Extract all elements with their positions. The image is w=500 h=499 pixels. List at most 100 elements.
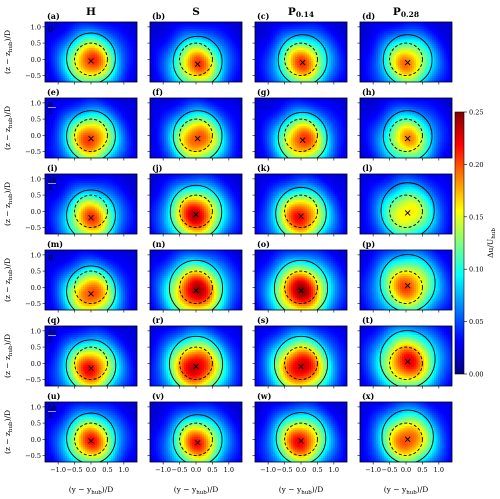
heatmap-cell (228, 22, 231, 25)
heatmap-cell (67, 58, 70, 61)
heatmap-cell (368, 28, 371, 31)
heatmap-cell (412, 45, 415, 49)
heatmap-cell (404, 67, 407, 70)
heatmap-cell (57, 77, 60, 81)
heatmap-cell (214, 64, 217, 68)
heatmap-cell (85, 49, 88, 53)
heatmap-cell (307, 49, 310, 53)
heatmap-cell (97, 41, 100, 44)
heatmap-cell (150, 41, 153, 44)
heatmap-cell (297, 58, 300, 61)
heatmap-cell (218, 64, 221, 68)
heatmap-cell (131, 32, 134, 36)
heatmap-cell (220, 24, 223, 27)
heatmap-cell (184, 37, 187, 40)
heatmap-cell (172, 37, 175, 40)
heatmap-cell (49, 24, 52, 27)
heatmap-cell (222, 43, 225, 46)
heatmap-cell (368, 47, 371, 51)
heatmap-cell (267, 24, 270, 27)
heatmap-cell (202, 75, 205, 79)
heatmap-cell (232, 79, 235, 82)
heatmap-cell (75, 49, 78, 53)
heatmap-cell (426, 22, 429, 25)
heatmap-cell (255, 60, 258, 64)
heatmap-cell (422, 32, 425, 36)
heatmap-cell (222, 24, 225, 27)
heatmap-cell (97, 79, 100, 82)
heatmap-cell (236, 39, 239, 42)
heatmap-cell (329, 37, 332, 40)
heatmap-cell (224, 52, 227, 55)
heatmap-cell (204, 52, 207, 55)
heatmap-cell (101, 22, 104, 25)
heatmap-cell (404, 69, 407, 72)
heatmap-cell (91, 56, 94, 59)
heatmap-cell (105, 71, 108, 74)
heatmap-cell (434, 60, 437, 64)
heatmap-cell (91, 45, 94, 49)
heatmap-cell (109, 64, 112, 68)
heatmap-cell (97, 34, 100, 38)
heatmap-cell (156, 45, 159, 49)
heatmap-cell (386, 54, 389, 57)
heatmap-cell (434, 30, 437, 34)
heatmap-cell (77, 62, 80, 66)
heatmap-cell (343, 54, 346, 57)
heatmap-cell (301, 58, 304, 61)
heatmap-cell (83, 71, 86, 74)
heatmap-cell (63, 39, 66, 42)
heatmap-cell (265, 67, 268, 70)
heatmap-cell (392, 67, 395, 70)
heatmap-cell (323, 45, 326, 49)
heatmap-cell (303, 32, 306, 36)
panel-a: (a)1.00.50.0−0.50 (25, 11, 138, 85)
heatmap-cell (434, 41, 437, 44)
heatmap-cell (198, 58, 201, 61)
heatmap-cell (271, 26, 274, 29)
heatmap-cell (337, 67, 340, 70)
heatmap-cell (192, 37, 195, 40)
heatmap-cell (79, 54, 82, 57)
heatmap-cell (111, 49, 114, 53)
heatmap-cell (208, 67, 211, 70)
heatmap-cell (208, 52, 211, 55)
heatmap-cell (360, 54, 363, 57)
heatmap-cell (305, 79, 308, 82)
heatmap-cell (194, 49, 197, 53)
heatmap-cell (275, 69, 278, 72)
heatmap-cell (204, 49, 207, 53)
heatmap-cell (364, 28, 367, 31)
heatmap-cell (281, 58, 284, 61)
heatmap-cell (57, 64, 60, 68)
heatmap-cell (261, 43, 264, 46)
heatmap-cell (410, 67, 413, 70)
heatmap-cell (345, 69, 347, 72)
heatmap-cell (378, 73, 381, 76)
heatmap-cell (364, 52, 367, 55)
heatmap-cell (259, 41, 262, 44)
heatmap-cell (158, 62, 161, 66)
heatmap-cell (158, 26, 161, 29)
heatmap-cell (59, 60, 62, 64)
heatmap-cell (279, 37, 282, 40)
heatmap-cell (309, 49, 312, 53)
heatmap-cell (111, 56, 114, 59)
heatmap-cell (53, 32, 56, 36)
heatmap-cell (154, 32, 157, 36)
heatmap-cell (109, 58, 112, 61)
heatmap-cell (109, 39, 112, 42)
heatmap-cell (392, 43, 395, 46)
heatmap-cell (111, 60, 114, 64)
heatmap-cell (87, 22, 90, 25)
heatmap-cell (103, 62, 106, 66)
heatmap-cell (392, 56, 395, 59)
heatmap-cell (91, 79, 94, 82)
heatmap-cell (329, 43, 332, 46)
heatmap-cell (261, 77, 264, 81)
heatmap-cell (295, 34, 298, 38)
heatmap-cell (265, 32, 268, 36)
heatmap-cell (333, 24, 336, 27)
heatmap-cell (307, 52, 310, 55)
heatmap-cell (71, 39, 74, 42)
